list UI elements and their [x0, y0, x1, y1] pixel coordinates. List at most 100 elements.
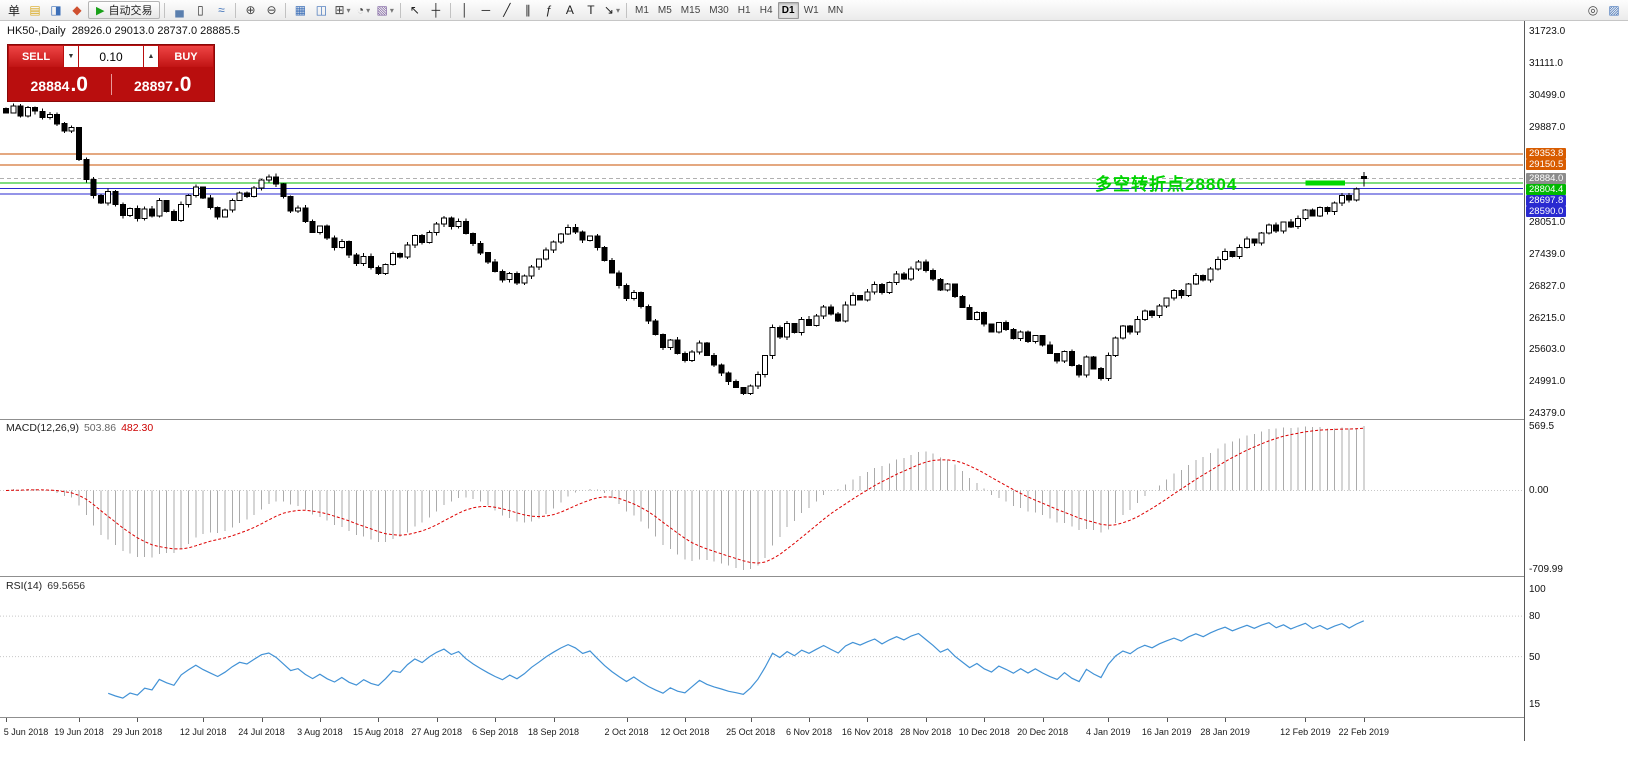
timeframe-m5[interactable]: M5	[657, 4, 672, 16]
cascade-windows-icon[interactable]: ◫	[311, 1, 331, 19]
arrow-tools-icon: ↘	[603, 3, 614, 17]
new-chart-icon[interactable]: ⊞ ▾	[332, 1, 352, 19]
symbol-period-label: HK50-,Daily	[7, 25, 66, 37]
date-tick	[1225, 718, 1226, 722]
lot-size-input[interactable]	[79, 46, 143, 67]
rsi-value: 69.5656	[47, 580, 86, 592]
date-label: 5 Jun 2018	[3, 727, 49, 737]
fibonacci-icon[interactable]: ƒ	[539, 1, 559, 19]
macd-name: MACD(12,26,9)	[6, 422, 79, 434]
date-label: 29 Jun 2018	[112, 727, 163, 737]
lot-increase-button[interactable]: ▲	[144, 46, 158, 67]
bar-chart-icon[interactable]: ▄	[169, 1, 189, 19]
timeframe-h4[interactable]: H4	[759, 4, 773, 16]
cursor-icon[interactable]: ↖	[405, 1, 425, 19]
tile-windows-icon[interactable]: ▦	[290, 1, 310, 19]
equidistant-channel-icon[interactable]: ∥	[518, 1, 538, 19]
rsi-axis-label: 80	[1529, 611, 1541, 622]
sell-price[interactable]: 28884.0	[8, 74, 111, 95]
charts-list-icon[interactable]: ▤	[25, 1, 45, 19]
horizontal-line-icon[interactable]: ─	[476, 1, 496, 19]
market-watch-icon[interactable]: ◆	[67, 1, 87, 19]
date-tick	[378, 718, 379, 722]
toolbar-separator	[164, 2, 166, 18]
price-chart-canvas[interactable]	[0, 21, 1524, 419]
timeframe-mn[interactable]: MN	[827, 4, 844, 16]
macd-axis-label: -709.99	[1529, 564, 1563, 575]
timeframe-h1[interactable]: H1	[737, 4, 751, 16]
vertical-line-icon[interactable]: │	[455, 1, 475, 19]
text-icon[interactable]: A	[560, 1, 580, 19]
date-tick	[926, 718, 927, 722]
price-axis-label: 31723.0	[1529, 26, 1566, 37]
timeframe-w1[interactable]: W1	[803, 4, 819, 16]
new-order-icon[interactable]: 单	[4, 1, 24, 19]
date-tick	[262, 718, 263, 722]
arrow-tools-icon[interactable]: ↘ ▾	[602, 1, 622, 19]
chart-area: HK50-,Daily 28926.0 29013.0 28737.0 28885…	[0, 21, 1628, 769]
date-tick	[320, 718, 321, 722]
date-label: 20 Dec 2018	[1017, 727, 1069, 737]
cascade-windows-icon: ◫	[315, 3, 328, 17]
candlestick-chart-icon[interactable]: ▯	[190, 1, 210, 19]
timeframe-m1[interactable]: M1	[634, 4, 649, 16]
date-tick	[809, 718, 810, 722]
line-chart-icon[interactable]: ≈	[211, 1, 231, 19]
trendline-icon[interactable]: ╱	[497, 1, 517, 19]
time-axis[interactable]: 5 Jun 2018 19 Jun 2018 29 Jun 2018 12 Jul 2…	[0, 718, 1524, 741]
price-line-label: 28804.4	[1526, 184, 1567, 195]
macd-panel-canvas[interactable]	[0, 420, 1524, 576]
date-tick	[203, 718, 204, 722]
rsi-label: RSI(14) 69.5656	[6, 580, 85, 592]
autotrading-button[interactable]: ▶ 自动交易	[88, 1, 161, 19]
zoom-in-icon[interactable]: ⊕	[240, 1, 260, 19]
lot-decrease-button[interactable]: ▼	[64, 46, 78, 67]
search-icon[interactable]: ◎	[1583, 1, 1603, 19]
panel-separator	[0, 717, 1628, 718]
zoom-out-icon[interactable]: ⊖	[261, 1, 281, 19]
price-line-label: 28884.0	[1526, 173, 1567, 184]
date-label: 16 Jan 2019	[1141, 727, 1192, 737]
toolbar-separator	[449, 2, 451, 18]
price-line-label: 28697.8	[1526, 195, 1567, 206]
buy-button[interactable]: BUY	[159, 46, 213, 67]
panel-separator[interactable]	[0, 576, 1628, 577]
macd-axis-label: 0.00	[1529, 485, 1549, 496]
autotrading-button-label: 自动交易	[108, 5, 153, 17]
trendline-icon: ╱	[503, 3, 511, 17]
market-watch-icon: ◆	[72, 3, 82, 17]
date-label: 18 Sep 2018	[527, 727, 580, 737]
rsi-axis-label: 50	[1529, 652, 1541, 663]
periods-icon[interactable]: ◔ ▾	[354, 1, 374, 19]
template-icon: ▧	[376, 3, 388, 17]
buy-price-main: 28897	[134, 78, 173, 94]
text-label-icon[interactable]: T	[581, 1, 601, 19]
timeframe-m15[interactable]: M15	[680, 4, 701, 16]
timeframe-m30[interactable]: M30	[709, 4, 729, 16]
navigator-icon[interactable]: ◨	[46, 1, 66, 19]
turning-point-annotation: 多空转折点28804	[1095, 175, 1238, 194]
chevron-down-icon: ▾	[389, 5, 394, 15]
chart-ohlc-header: HK50-,Daily 28926.0 29013.0 28737.0 28885…	[7, 25, 246, 37]
macd-axis-label: 569.5	[1529, 421, 1555, 432]
text-label-icon: T	[587, 3, 595, 17]
template-icon[interactable]: ▧ ▾	[375, 1, 396, 19]
price-axis-label: 30499.0	[1529, 90, 1566, 101]
navigator-icon: ◨	[50, 3, 62, 17]
rsi-axis-label: 100	[1529, 584, 1546, 595]
date-tick	[867, 718, 868, 722]
buy-price[interactable]: 28897.0	[112, 74, 215, 95]
price-axis[interactable]: 31723.0 31111.0 30499.0 29887.0 28051.0 27439…	[1524, 21, 1628, 741]
line-chart-icon: ≈	[218, 3, 225, 17]
panel-separator[interactable]	[0, 419, 1628, 420]
crosshair-icon[interactable]: ┼	[426, 1, 446, 19]
workspace-icon[interactable]: ▨	[1604, 1, 1624, 19]
sell-button[interactable]: SELL	[9, 46, 63, 67]
rsi-panel-canvas[interactable]	[0, 577, 1524, 717]
date-tick	[6, 718, 7, 722]
timeframe-d1[interactable]: D1	[777, 1, 799, 19]
date-label: 3 Aug 2018	[297, 727, 343, 737]
date-tick	[1305, 718, 1306, 722]
tile-windows-icon: ▦	[294, 3, 307, 17]
